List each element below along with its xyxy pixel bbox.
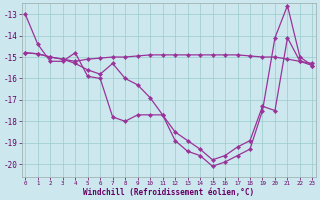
X-axis label: Windchill (Refroidissement éolien,°C): Windchill (Refroidissement éolien,°C) bbox=[83, 188, 254, 197]
